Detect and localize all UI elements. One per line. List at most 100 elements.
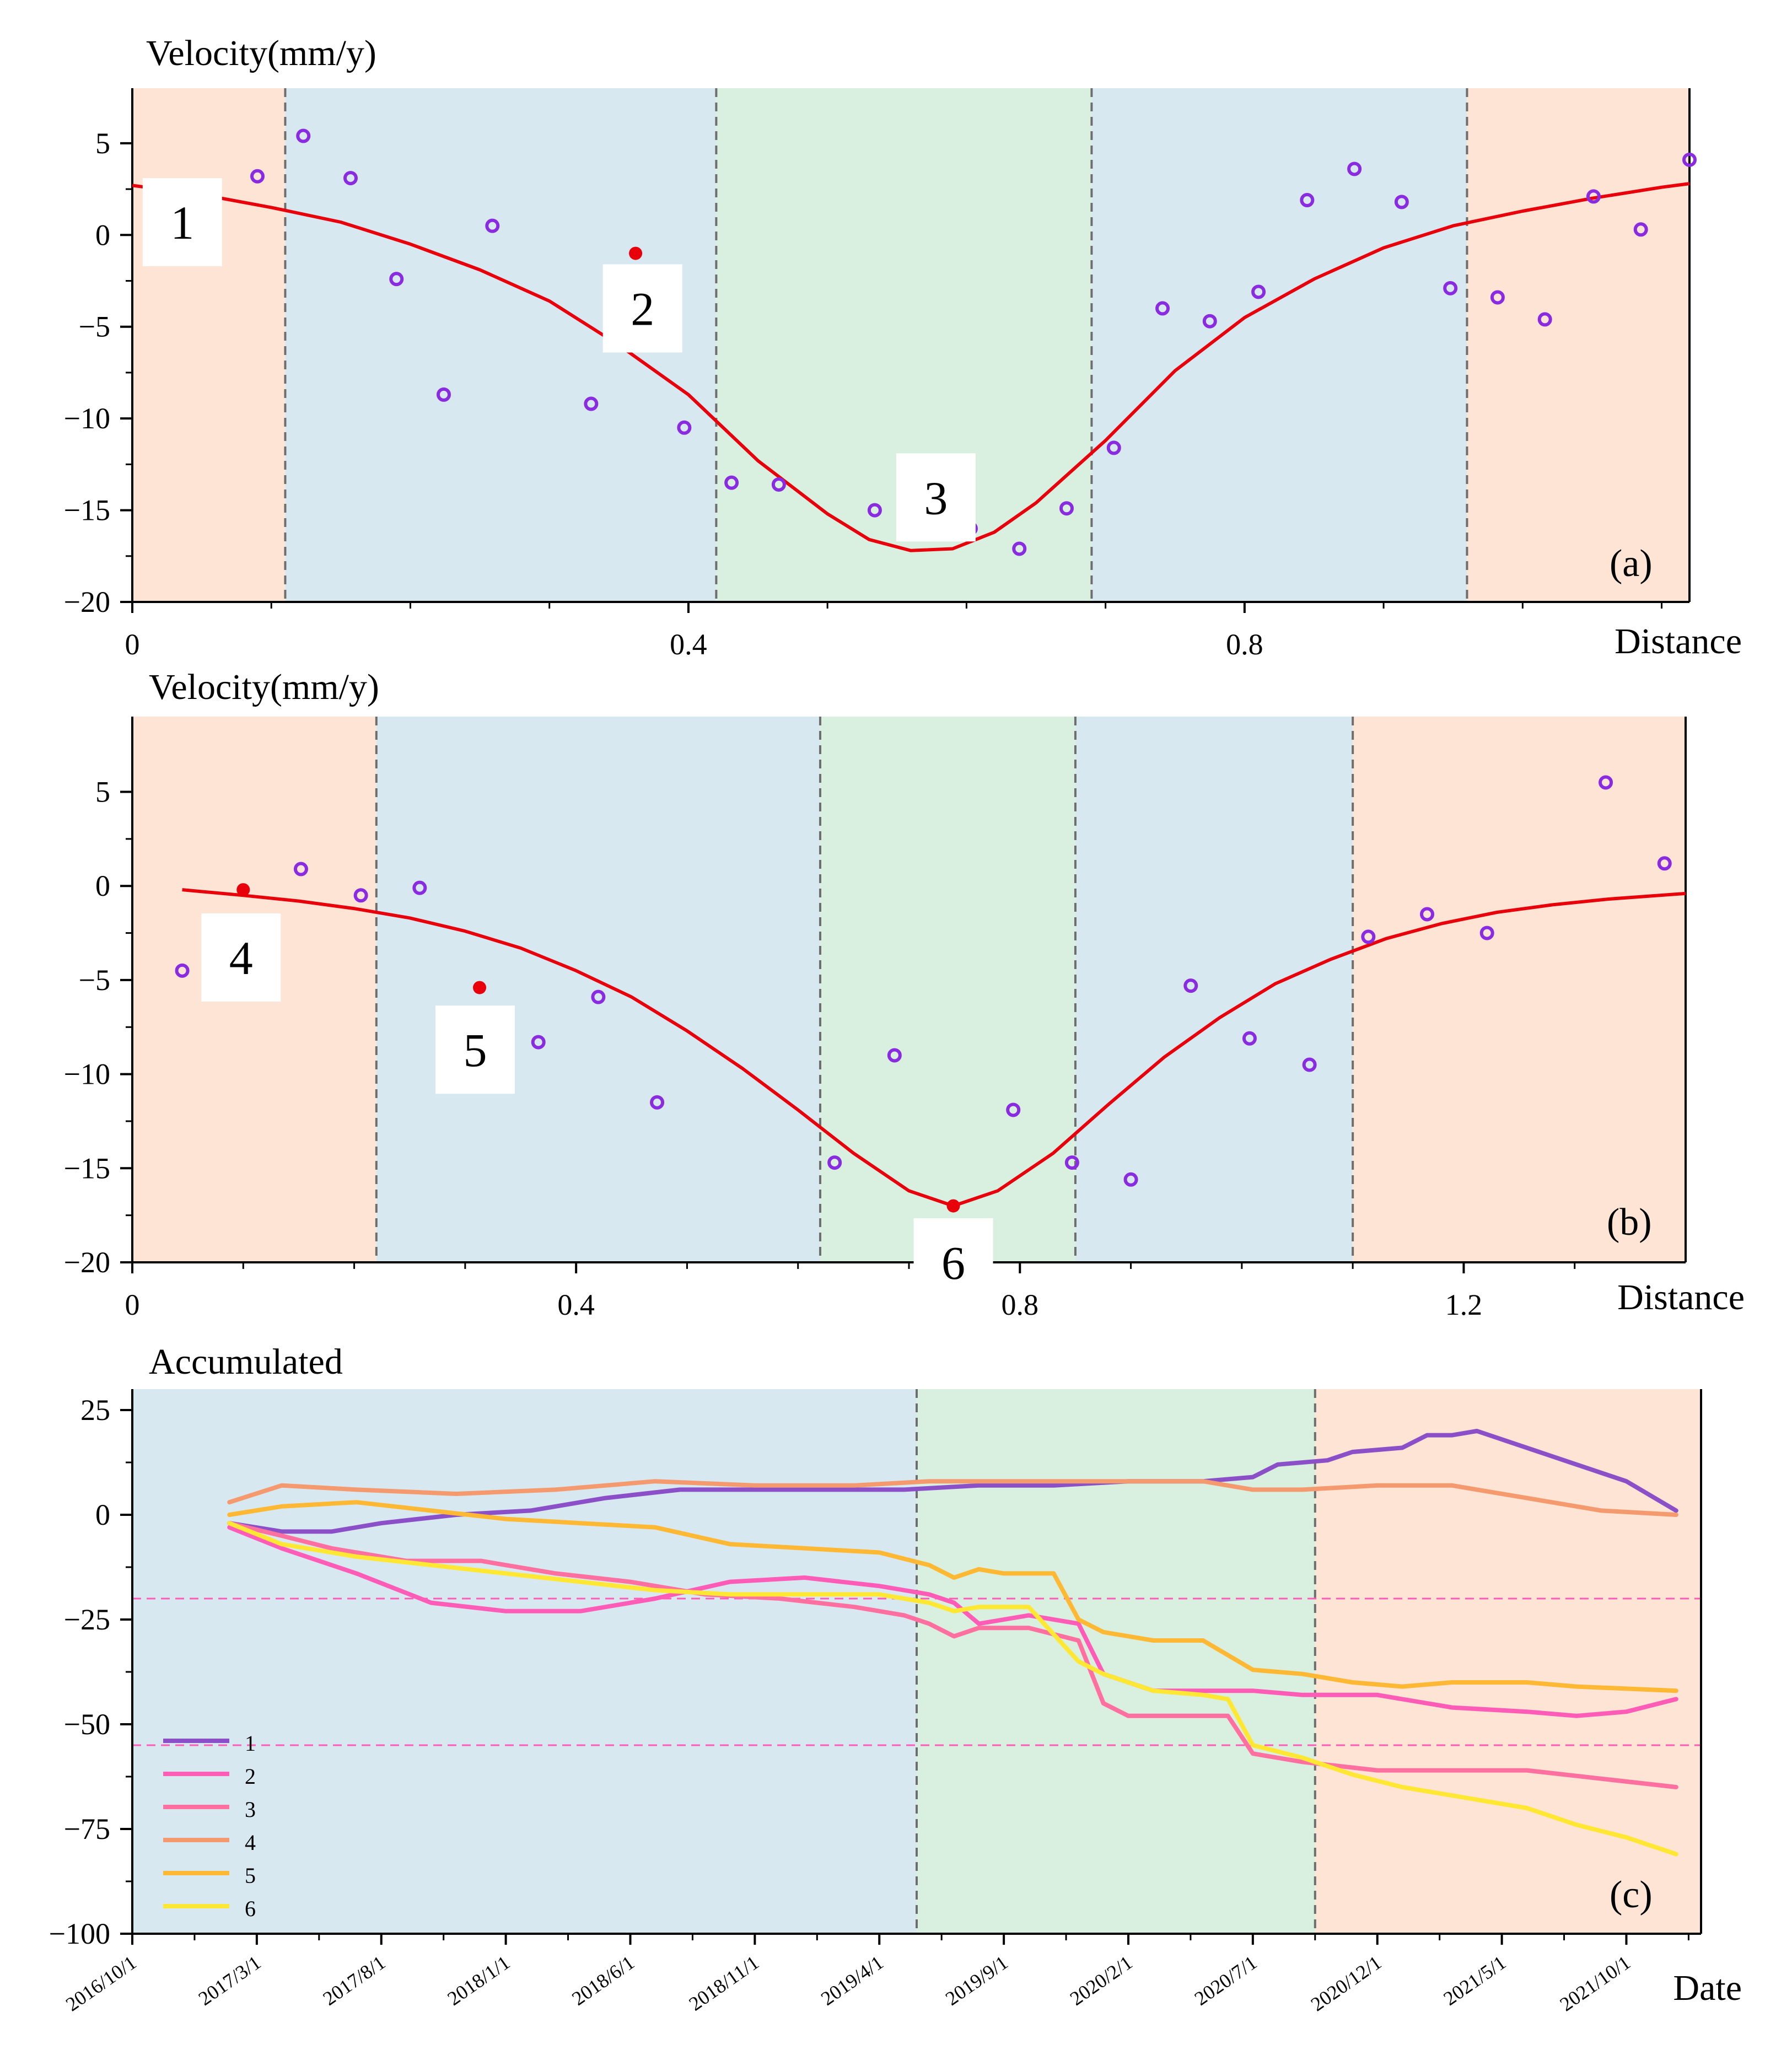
data-point <box>1300 193 1315 208</box>
data-point <box>1347 162 1362 176</box>
y-tick-label: −20 <box>64 1246 110 1279</box>
data-point <box>175 963 190 978</box>
data-point <box>1490 290 1505 305</box>
data-point <box>1202 314 1217 329</box>
velocity-chart-b: 5 0 −5 −10 −15 −20 0 0.4 0.8 1.2 Velocity(mm/y) Dis… <box>64 667 1745 1321</box>
y-tick-label: 0 <box>95 218 110 251</box>
y-tick-label: 0 <box>95 1498 110 1531</box>
zone-band <box>132 88 286 602</box>
panel-tag: (c) <box>1610 1874 1653 1916</box>
legend-label: 4 <box>245 1830 256 1855</box>
highlight-point <box>473 981 487 994</box>
y-axis-title: Velocity(mm/y) <box>149 667 379 707</box>
data-point <box>1006 1102 1021 1117</box>
y-tick-label: −5 <box>79 964 110 997</box>
point-label: 5 <box>463 1024 487 1077</box>
data-point <box>1251 284 1266 299</box>
data-point <box>1155 301 1170 316</box>
legend: 1 2 3 4 5 6 <box>163 1731 256 1921</box>
y-tick-label: 25 <box>80 1394 110 1427</box>
fit-curve <box>182 888 1686 1208</box>
velocity-chart-a: 5 0 −5 −10 −15 −20 0 0.4 0.8 Velocity(mm/y) Distan… <box>64 33 1742 661</box>
highlight-point <box>629 246 643 260</box>
data-point <box>531 1035 546 1050</box>
data-point <box>1302 1057 1317 1072</box>
data-point <box>1106 440 1121 455</box>
data-point <box>1394 195 1409 209</box>
data-point <box>1242 1031 1257 1046</box>
point-label-box <box>602 264 682 353</box>
series-line-5 <box>227 1500 1678 1693</box>
data-point <box>437 387 451 402</box>
data-point <box>584 396 599 411</box>
x-tick-label: 2021/10/1 <box>1556 1951 1635 2016</box>
legend-label: 3 <box>245 1797 256 1822</box>
point-label-box <box>896 453 976 542</box>
x-tick-label: 2018/6/1 <box>568 1951 638 2010</box>
zone-band <box>1467 88 1689 602</box>
data-point <box>1361 929 1376 944</box>
data-point <box>412 880 427 895</box>
y-tick-label: −15 <box>64 1152 110 1185</box>
data-point <box>724 475 739 490</box>
y-tick-label: −75 <box>64 1812 110 1846</box>
point-label: 6 <box>941 1236 965 1289</box>
zone-band <box>132 1389 917 1934</box>
data-point <box>250 169 265 184</box>
y-axis-title: Velocity(mm/y) <box>146 33 376 73</box>
series-line-6 <box>227 1521 1678 1857</box>
legend-label: 5 <box>245 1863 256 1888</box>
y-tick-label: 5 <box>95 127 110 160</box>
point-label-box <box>201 913 281 1002</box>
point-label: 3 <box>924 471 948 524</box>
data-point <box>650 1095 665 1110</box>
series-line-4 <box>227 1479 1678 1517</box>
y-tick-label: −15 <box>64 494 110 527</box>
data-point <box>1479 926 1494 940</box>
panel-tag: (a) <box>1610 542 1653 585</box>
x-tick-label: 0.4 <box>557 1288 595 1321</box>
x-tick-label: 0 <box>125 628 140 661</box>
x-axis-title: Date <box>1673 1968 1742 2008</box>
point-label-box <box>913 1218 993 1306</box>
x-axis-title: Distance <box>1615 621 1742 661</box>
x-tick-label: 0.4 <box>670 628 707 661</box>
data-point <box>1183 978 1198 993</box>
y-tick-label: 0 <box>95 869 110 902</box>
point-label: 1 <box>170 196 194 249</box>
y-axis-title: Accumulated <box>149 1342 343 1382</box>
highlight-point <box>946 1199 960 1213</box>
series-line-2 <box>227 1525 1678 1718</box>
x-tick-label: 2019/4/1 <box>817 1951 887 2010</box>
panel-tag: (b) <box>1607 1201 1652 1244</box>
x-tick-label: 0 <box>125 1288 140 1321</box>
y-tick-label: −10 <box>64 1058 110 1091</box>
y-tick-label: 5 <box>95 776 110 809</box>
data-point <box>296 128 311 143</box>
data-point <box>1059 501 1074 516</box>
x-tick-label: 2017/3/1 <box>195 1951 265 2010</box>
zone-band <box>1091 88 1467 602</box>
data-point <box>1443 281 1458 295</box>
x-tick-label: 0.8 <box>1226 628 1263 661</box>
data-point <box>1537 312 1552 327</box>
data-point <box>353 888 368 903</box>
highlight-point <box>236 883 250 897</box>
legend-label: 1 <box>245 1731 256 1756</box>
point-label: 2 <box>631 282 654 335</box>
data-point <box>343 171 358 186</box>
legend-label: 2 <box>245 1764 256 1789</box>
data-point <box>1657 856 1672 871</box>
data-point <box>887 1048 902 1063</box>
y-tick-label: −50 <box>64 1708 110 1741</box>
data-point <box>1123 1172 1138 1187</box>
legend-label: 6 <box>245 1896 256 1921</box>
x-tick-label: 2020/12/1 <box>1307 1951 1386 2016</box>
y-tick-label: −5 <box>79 310 110 343</box>
data-point <box>771 477 786 492</box>
y-tick-label: −20 <box>64 585 110 618</box>
data-point <box>1064 1155 1079 1170</box>
data-point <box>1599 775 1613 790</box>
